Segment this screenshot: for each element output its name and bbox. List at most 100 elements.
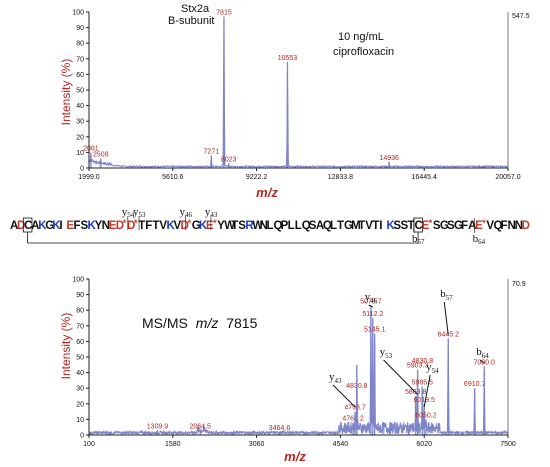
peak-label: 4763.2	[342, 416, 364, 423]
residue: A	[468, 220, 476, 232]
residue: I	[59, 220, 62, 232]
residue: *	[482, 218, 486, 228]
residue: N	[515, 220, 523, 232]
residue: E	[109, 220, 117, 232]
residue: M	[351, 220, 361, 232]
y-tick-label: 100	[72, 10, 84, 17]
residue: P	[281, 220, 289, 232]
residue: T	[372, 220, 379, 232]
y-tick-label: 10	[76, 150, 84, 157]
y-tick-label: 80	[76, 41, 84, 48]
x-tick-label: 5610.6	[162, 174, 184, 181]
peak-label: 5112.2	[362, 311, 383, 318]
y-tick-label: 70	[76, 323, 84, 330]
residue: G	[45, 220, 54, 232]
residue: C	[415, 220, 423, 232]
x-tick-label: 1999.0	[78, 174, 100, 181]
msms-y-axis-label: Intensity (%)	[59, 313, 73, 380]
residue: D	[116, 220, 124, 232]
residue: T	[138, 220, 145, 232]
residue: L	[288, 220, 295, 232]
residue: K	[199, 220, 208, 232]
residue: R	[245, 220, 254, 232]
residue: Q	[493, 220, 502, 232]
residue: L	[330, 220, 337, 232]
residue: I	[379, 220, 382, 232]
residue: S	[238, 220, 246, 232]
residue: G	[344, 220, 353, 232]
residue: F	[461, 220, 468, 232]
y46-arrow	[368, 304, 374, 308]
peak-label: 7271	[204, 149, 220, 156]
peak-label: 5145.1	[364, 327, 386, 334]
ms-condition-2: ciprofloxacin	[333, 46, 394, 58]
residue: *	[213, 218, 217, 228]
residue: W	[224, 220, 235, 232]
b64-arrow	[479, 359, 485, 364]
residue: V	[174, 220, 182, 232]
residue: S	[400, 220, 408, 232]
residue: K	[166, 220, 175, 232]
residue: T	[152, 220, 159, 232]
ms-y-axis-label: Intensity (%)	[59, 59, 73, 126]
b64-fragment-label: b64	[476, 346, 489, 360]
residue: *	[188, 218, 192, 228]
y-tick-label: 0	[80, 166, 84, 173]
residue: S	[309, 220, 317, 232]
residue: N	[259, 220, 267, 232]
residue: K	[52, 220, 61, 232]
peak-label: 14936	[379, 155, 399, 162]
residue: L	[267, 220, 274, 232]
x-tick-label: 9222.2	[246, 174, 268, 181]
residue: K	[88, 220, 97, 232]
residue: T	[337, 220, 344, 232]
y-tick-label: 60	[76, 339, 84, 346]
residue: D	[181, 220, 189, 232]
residue: W	[252, 220, 263, 232]
x-tick-label: 16445.4	[412, 174, 437, 181]
peak-label: 2508	[93, 152, 109, 159]
peak-label: 4798.7	[344, 405, 366, 412]
residue: E	[422, 220, 430, 232]
residue: V	[365, 220, 373, 232]
peak-label: 5985.5	[412, 380, 434, 387]
ms-annotation-sub: B-subunit	[168, 15, 214, 27]
residue: Q	[274, 220, 283, 232]
msms-spectrum-panel: 1309.92064.53464.64763.24798.74830.85078…	[59, 277, 526, 465]
residue: F	[145, 220, 152, 232]
residue: T	[358, 220, 365, 232]
residue: G	[440, 220, 449, 232]
residue: T	[231, 220, 238, 232]
b57-arrow	[443, 301, 449, 336]
peak-label: 3464.6	[269, 425, 291, 432]
y-tick-label: 30	[76, 119, 84, 126]
sequence-b64-label: b64	[473, 233, 486, 246]
residue: F	[73, 220, 80, 232]
x-tick-label: 3060	[249, 441, 265, 448]
y-tick-label: 10	[76, 417, 84, 424]
ms-x-axis-label: m/z	[256, 185, 278, 200]
y-tick-label: 20	[76, 401, 84, 408]
ms-max-intensity: 547.5	[512, 13, 530, 20]
y-tick-label: 70	[76, 56, 84, 63]
residue: S	[81, 220, 89, 232]
peak-label: 4830.8	[412, 358, 434, 365]
y43-arrow	[332, 384, 356, 408]
residue: D	[17, 220, 25, 232]
residue: Y	[217, 220, 225, 232]
residue: S	[433, 220, 441, 232]
residue: G	[454, 220, 463, 232]
sequence-y54-label: y54	[122, 206, 135, 219]
residue: S	[393, 220, 401, 232]
x-tick-label: 100	[83, 441, 95, 448]
sequence-b57-label: b57	[412, 233, 425, 246]
y-tick-label: 40	[76, 370, 84, 377]
y-tick-label: 30	[76, 386, 84, 393]
ms-annotation-name: Stx2a	[181, 3, 210, 15]
x-tick-label: 12833.8	[328, 174, 353, 181]
peak-label: 1309.9	[147, 423, 169, 430]
y-tick-label: 80	[76, 308, 84, 315]
residue: *	[123, 218, 127, 228]
msms-title: MS/MS m/z 7815	[142, 315, 258, 331]
